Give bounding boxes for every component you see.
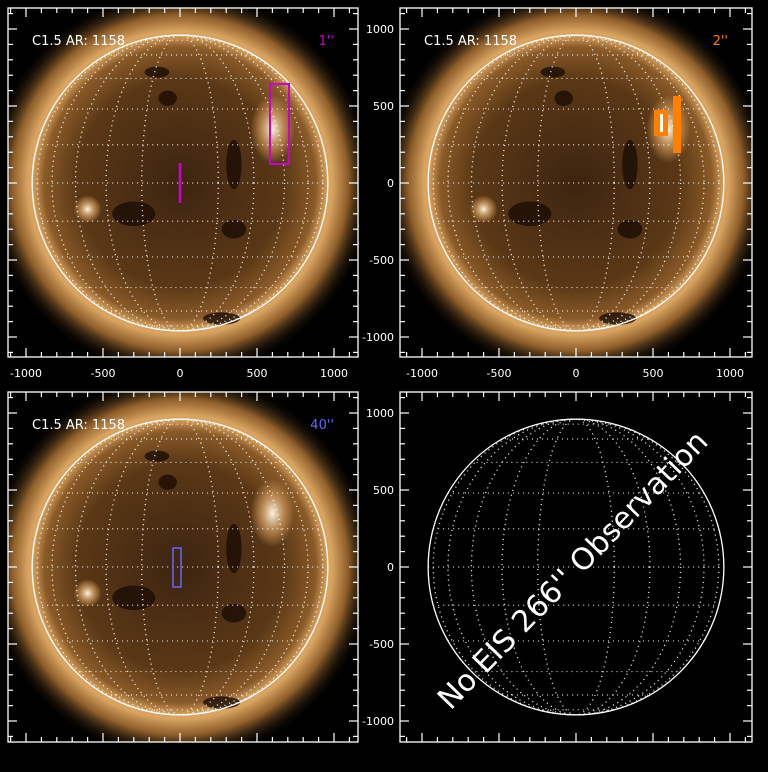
- longitude-line: [141, 34, 219, 332]
- longitude-line: [501, 418, 651, 716]
- coronal-hole: [221, 219, 247, 239]
- y-tick-label: 500: [373, 100, 394, 113]
- coronal-hole: [554, 90, 573, 107]
- no-observation-message: No EIS 266'' Observation: [431, 424, 715, 716]
- x-tick-label: -500: [487, 367, 512, 380]
- panel-3: C1.5 AR: 1158 40'': [7, 391, 359, 743]
- slit-width-label: 2'': [713, 34, 728, 49]
- panel-4: 1000 500 0 -500 -1000 No EIS 266'' Observatio…: [362, 391, 753, 743]
- coronal-hole: [158, 90, 177, 107]
- coronal-hole: [158, 474, 177, 490]
- longitude-line: [141, 418, 219, 716]
- coronal-hole: [540, 66, 566, 78]
- image-area: [8, 392, 358, 742]
- panel-1: -1000 -500 0 500 1000 C1.5 AR: 1158 1'': [7, 7, 359, 380]
- x-tick-label: 0: [177, 367, 184, 380]
- image-area: [400, 8, 752, 357]
- y-tick-label: 1000: [366, 23, 394, 36]
- coronal-hole: [221, 603, 247, 623]
- image-area: [427, 418, 725, 716]
- image-area: [8, 8, 358, 357]
- longitude-line: [470, 418, 682, 716]
- y-tick-label: 500: [373, 484, 394, 497]
- ticks: [400, 392, 752, 742]
- slit-width-label: 1'': [319, 34, 334, 49]
- coronal-hole: [226, 139, 242, 190]
- x-tick-label: 0: [573, 367, 580, 380]
- active-region: [469, 195, 498, 224]
- coronal-hole: [226, 523, 242, 574]
- y-tick-label: -1000: [362, 331, 394, 344]
- flare-label: C1.5 AR: 1158: [32, 418, 125, 433]
- solar-limb: [31, 34, 329, 332]
- y-tick-label: -500: [369, 638, 394, 651]
- longitude-line: [74, 418, 286, 716]
- y-tick-label: 0: [387, 177, 394, 190]
- flare-label: C1.5 AR: 1158: [424, 34, 517, 49]
- eis-raster-box: [269, 83, 290, 165]
- y-tick-label: -500: [369, 254, 394, 267]
- solar-limb: [427, 34, 725, 332]
- active-region: [73, 195, 102, 224]
- active-region-1158: [646, 95, 691, 164]
- x-tick-label: 1000: [320, 367, 348, 380]
- longitude-line: [537, 34, 615, 332]
- slit-width-label: 40'': [310, 418, 334, 433]
- flare-label: C1.5 AR: 1158: [32, 34, 125, 49]
- longitude-line: [105, 34, 255, 332]
- ticks: [8, 8, 358, 357]
- coronal-hole: [112, 201, 156, 227]
- eis-slit: [660, 114, 663, 132]
- coronal-hole: [144, 450, 170, 462]
- y-tick-label: 1000: [366, 407, 394, 420]
- y-tick-label: 0: [387, 561, 394, 574]
- coronal-hole: [144, 66, 170, 78]
- x-tick-label: -1000: [406, 367, 438, 380]
- coronal-hole: [112, 585, 156, 611]
- y-tick-label: -1000: [362, 715, 394, 728]
- active-region: [73, 579, 102, 608]
- coronal-hole: [508, 201, 552, 227]
- solar-disk: [32, 419, 328, 715]
- longitude-line: [501, 34, 651, 332]
- coronal-hole: [617, 219, 643, 239]
- x-tick-label: 500: [247, 367, 268, 380]
- x-tick-label: -500: [91, 367, 116, 380]
- longitude-line: [74, 34, 286, 332]
- solar-limb: [427, 418, 725, 716]
- x-tick-label: 500: [643, 367, 664, 380]
- longitude-line: [537, 418, 615, 716]
- eis-raster-box: [172, 547, 182, 588]
- active-region-1158: [250, 95, 295, 164]
- coronal-hole: [622, 139, 638, 190]
- ticks: [400, 8, 752, 357]
- active-region-1158: [250, 479, 295, 548]
- x-tick-label: -1000: [10, 367, 42, 380]
- eis-raster-box: [673, 96, 681, 153]
- panel-2: -1000 -500 0 500 1000 1000 500 0 -500 -1000 C1.5 A…: [362, 7, 753, 380]
- solar-disk: [428, 35, 724, 331]
- solar-limb: [31, 418, 329, 716]
- longitude-line: [470, 34, 682, 332]
- x-tick-label: 1000: [716, 367, 744, 380]
- ticks: [8, 392, 358, 742]
- longitude-line: [105, 418, 255, 716]
